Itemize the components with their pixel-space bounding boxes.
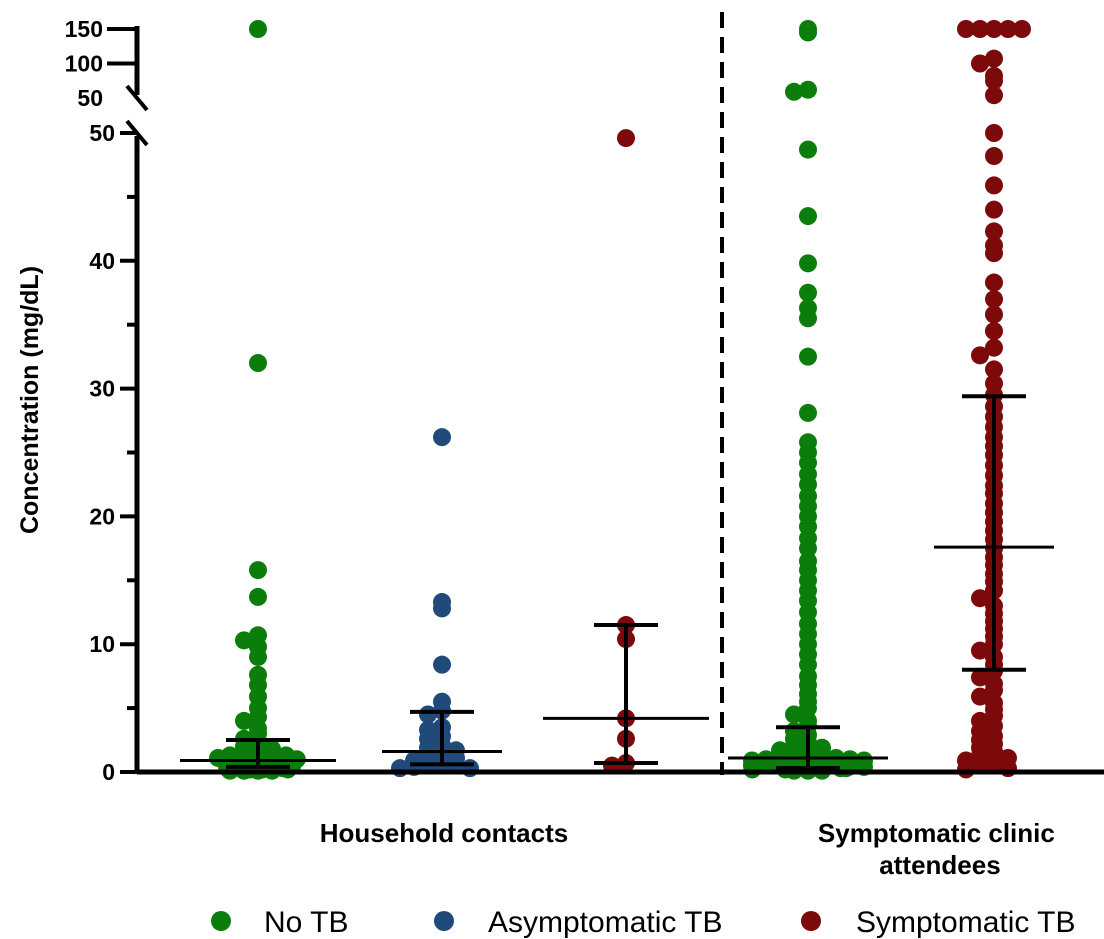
y-tick-label: 30	[89, 376, 115, 402]
data-point-symptomatic-tb	[985, 176, 1003, 195]
data-point-symptomatic-tb	[985, 244, 1003, 263]
y-tick-label: 150	[65, 16, 103, 42]
data-point-no-tb	[799, 309, 817, 328]
y-tick-label: 40	[89, 248, 115, 274]
data-point-no-tb	[785, 705, 803, 724]
data-point-no-tb	[799, 283, 817, 302]
legend-label-no-tb: No TB	[264, 906, 348, 939]
data-point-symptomatic-tb	[985, 322, 1003, 341]
data-point-symptomatic-tb	[971, 589, 989, 608]
y-tick-label: 50	[89, 120, 115, 146]
data-point-no-tb	[799, 699, 817, 718]
data-point-symptomatic-tb	[985, 200, 1003, 219]
data-point-no-tb	[249, 561, 267, 580]
y-tick-label: 0	[102, 759, 115, 785]
data-point-no-tb	[249, 587, 267, 606]
data-point-symptomatic-tb	[985, 338, 1003, 357]
data-point-no-tb	[278, 760, 297, 779]
data-point-symptomatic-tb	[985, 305, 1003, 324]
data-point-symptomatic-tb	[1013, 20, 1031, 38]
data-point-symptomatic-tb	[971, 687, 989, 706]
data-point-symptomatic-tb	[617, 129, 635, 148]
legend-marker-symptomatic-tb	[801, 911, 821, 931]
data-point-no-tb	[799, 403, 817, 422]
data-point-no-tb	[757, 755, 775, 774]
data-point-symptomatic-tb	[985, 147, 1003, 166]
legend-label-symptomatic-tb: Symptomatic TB	[856, 906, 1076, 939]
data-point-asymptomatic-tb	[433, 655, 451, 674]
y-axis: 0 10 20 30 40 50 50 100 150	[65, 12, 1104, 785]
data-point-no-tb	[799, 23, 817, 42]
data-point-symptomatic-tb	[971, 20, 989, 38]
legend-item-symptomatic-tb: Symptomatic TB	[801, 906, 1076, 939]
legend-marker-asymptomatic-tb	[434, 911, 454, 931]
data-point-no-tb	[799, 80, 817, 99]
data-point-no-tb	[743, 760, 762, 779]
data-point-no-tb	[235, 711, 253, 730]
data-point-symptomatic-tb	[971, 346, 989, 365]
data-point-no-tb	[799, 140, 817, 159]
data-point-symptomatic-tb	[971, 668, 989, 687]
y-axis-title: Concentration (mg/dL)	[16, 266, 44, 534]
data-point-symptomatic-tb	[971, 641, 989, 660]
group-label-symptomatic-clinic-attendees: Symptomatic clinic attendees	[818, 818, 1062, 880]
data-point-no-tb	[799, 254, 817, 273]
data-point-symptomatic-tb	[985, 49, 1003, 68]
data-point-asymptomatic-tb	[433, 599, 451, 618]
data-point-symptomatic-tb	[985, 86, 1003, 105]
data-point-symptomatic-tb	[985, 273, 1003, 292]
y-tick-label: 100	[65, 51, 103, 77]
median-iqr-bars	[180, 394, 1054, 771]
legend-item-no-tb: No TB	[211, 906, 348, 939]
axis-break-mark-upper	[125, 84, 149, 112]
data-point-no-tb	[249, 354, 267, 373]
data-point-no-tb	[249, 647, 267, 666]
data-point-symptomatic-tb	[985, 754, 1003, 773]
data-point-asymptomatic-tb	[433, 428, 451, 447]
y-tick-label: 50	[77, 85, 103, 111]
data-point-symptomatic-tb	[957, 760, 975, 779]
data-point-symptomatic-tb	[985, 124, 1003, 142]
data-point-symptomatic-tb	[957, 20, 975, 38]
legend-marker-no-tb	[211, 911, 231, 931]
data-point-no-tb	[799, 539, 817, 558]
data-point-no-tb	[249, 20, 267, 38]
legend: No TB Asymptomatic TB Symptomatic TB	[211, 906, 1076, 939]
data-point-symptomatic-tb	[985, 681, 1003, 700]
data-point-asymptomatic-tb	[419, 705, 437, 724]
data-point-symptomatic-tb	[999, 20, 1017, 38]
legend-item-asymptomatic-tb: Asymptomatic TB	[434, 906, 723, 939]
y-tick-label: 10	[89, 631, 115, 657]
data-point-no-tb	[785, 82, 803, 101]
data-point-symptomatic-tb	[971, 54, 989, 73]
group-label-household-contacts: Household contacts	[320, 818, 568, 848]
data-point-symptomatic-tb	[985, 71, 1003, 90]
legend-label-asymptomatic-tb: Asymptomatic TB	[488, 906, 723, 939]
data-point-symptomatic-tb	[985, 222, 1003, 241]
data-point-symptomatic-tb	[985, 290, 1003, 309]
data-point-no-tb	[235, 631, 253, 650]
data-point-symptomatic-tb	[985, 20, 1003, 38]
data-point-no-tb	[799, 347, 817, 366]
data-points	[209, 20, 1031, 780]
y-tick-label: 20	[89, 503, 115, 529]
data-point-no-tb	[799, 207, 817, 226]
data-point-symptomatic-tb	[985, 360, 1003, 379]
